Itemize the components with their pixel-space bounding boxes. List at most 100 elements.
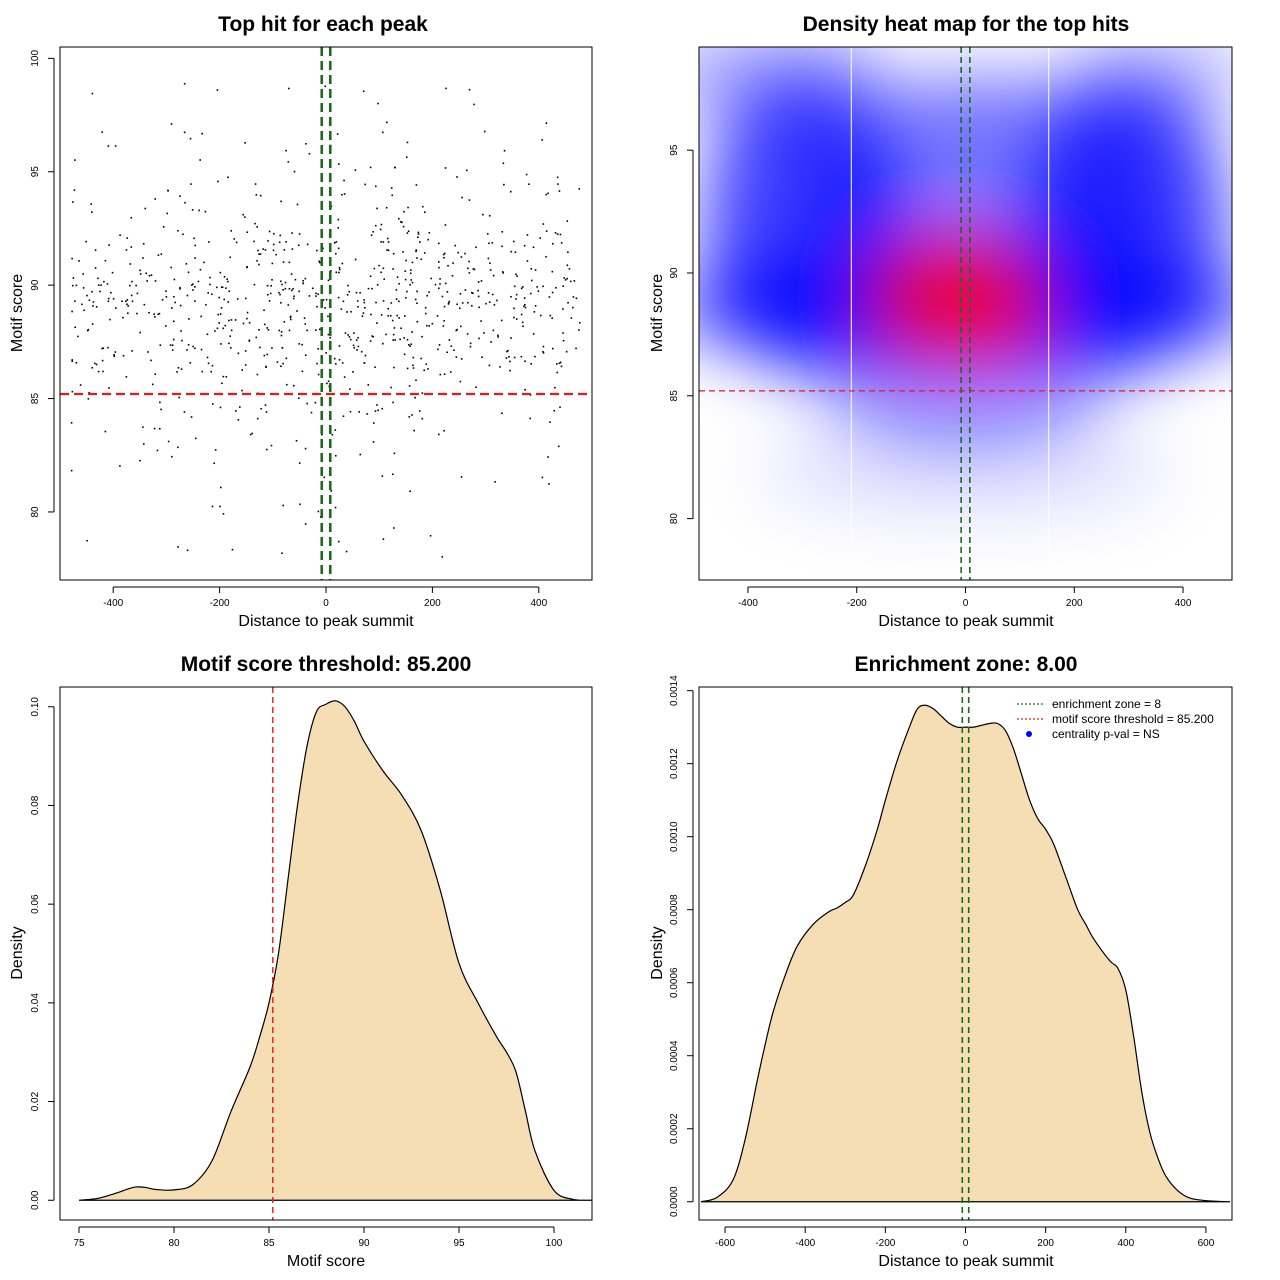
scatter-point	[78, 260, 80, 262]
scatter-point	[532, 333, 535, 335]
scatter-point	[371, 335, 374, 337]
scatter-point	[285, 241, 287, 243]
scatter-point	[552, 347, 554, 350]
scatter-point	[104, 259, 107, 262]
scatter-point	[308, 295, 311, 297]
scatter-axes: -400 -200 0 200 400 80 85 90 95 100	[30, 50, 548, 609]
scatter-point	[214, 449, 217, 451]
scatter-point	[82, 287, 85, 289]
scatter-point	[270, 444, 273, 447]
scatter-point	[102, 347, 105, 349]
scatter-point	[183, 131, 186, 134]
scatter-point	[135, 284, 137, 287]
scatter-point	[515, 293, 518, 296]
heatmap-title: Density heat map for the top hits	[803, 13, 1130, 36]
scatter-point	[146, 280, 148, 282]
scatter-point	[165, 290, 167, 292]
scatter-point	[367, 384, 370, 386]
scatter-point	[575, 297, 578, 300]
scatter-point	[204, 210, 207, 213]
scatter-point	[254, 222, 256, 225]
scatter-point	[151, 383, 154, 386]
scatter-point	[291, 232, 293, 234]
scatter-point	[207, 362, 210, 365]
scatter-point	[416, 257, 418, 259]
scatter-point	[302, 282, 305, 285]
scatter-point	[559, 406, 561, 409]
scatter-point	[327, 333, 330, 336]
scatter-point	[349, 338, 352, 341]
scatter-point	[545, 193, 547, 196]
scatter-point	[557, 445, 560, 448]
scatter-point	[402, 225, 405, 228]
scatter-point	[159, 344, 162, 346]
scatter-point	[566, 264, 569, 267]
scatter-point	[244, 350, 247, 352]
scatter-point	[107, 346, 109, 349]
scatter-point	[466, 333, 469, 335]
scatter-point	[244, 364, 247, 366]
scatter-point	[81, 303, 83, 306]
scatter-point	[575, 347, 577, 350]
scatter-point	[468, 260, 471, 263]
scatter-point	[541, 476, 544, 479]
scatter-point	[311, 287, 314, 290]
scatter-point	[465, 169, 468, 172]
scatter-point	[533, 311, 536, 313]
scatter-point	[442, 325, 445, 327]
scatter-point	[157, 254, 160, 256]
scatter-point	[194, 286, 196, 288]
scatter-point	[386, 237, 389, 240]
scatter-point	[121, 300, 123, 303]
x-tick-label: 75	[73, 1238, 85, 1249]
scatter-point	[211, 403, 214, 405]
scatter-point	[393, 452, 396, 455]
scatter-point	[417, 236, 419, 238]
scatter-point	[192, 345, 194, 348]
scatter-point	[521, 286, 524, 288]
scatter-point	[110, 291, 112, 294]
scatter-point	[294, 278, 297, 281]
scatter-point	[285, 383, 288, 386]
scatter-point	[488, 214, 491, 217]
y-tick-label: 95	[30, 166, 41, 178]
scatter-point	[394, 166, 396, 169]
scatter-point	[126, 299, 129, 301]
scatter-point	[128, 284, 131, 287]
scatter-point	[304, 277, 307, 280]
scatter-point	[526, 260, 529, 262]
scatter-point	[409, 345, 411, 347]
scatter-point	[370, 313, 372, 316]
scatter-point	[562, 332, 564, 334]
scatter-point	[170, 266, 172, 269]
scatter-point	[430, 277, 433, 280]
scatter-point	[482, 213, 484, 216]
scatter-point	[468, 199, 471, 201]
scatter-point	[392, 333, 395, 336]
scatter-point	[567, 301, 569, 304]
scatter-point	[373, 267, 376, 270]
scatter-point	[71, 257, 73, 260]
enrichment-density-curve	[700, 704, 1231, 1203]
scatter-point	[424, 306, 427, 309]
x-tick-label: -400	[738, 598, 758, 609]
scatter-point	[387, 249, 390, 252]
scatter-point	[209, 276, 211, 279]
scatter-point	[304, 523, 307, 525]
scatter-point	[398, 217, 400, 220]
scatter-point	[71, 310, 73, 313]
scatter-point	[501, 245, 503, 248]
scatter-point	[406, 232, 409, 234]
scatter-point	[97, 284, 100, 287]
scatter-point	[265, 411, 268, 413]
scatter-point	[174, 301, 177, 304]
scatter-point	[456, 328, 458, 331]
scatter-point	[263, 323, 266, 326]
scatter-point	[337, 163, 340, 165]
scatter-point	[459, 292, 462, 295]
scatter-point	[293, 170, 296, 173]
scatter-point	[284, 281, 287, 284]
scatter-point	[453, 349, 455, 352]
scatter-point	[333, 242, 336, 244]
scatter-point	[405, 259, 407, 262]
